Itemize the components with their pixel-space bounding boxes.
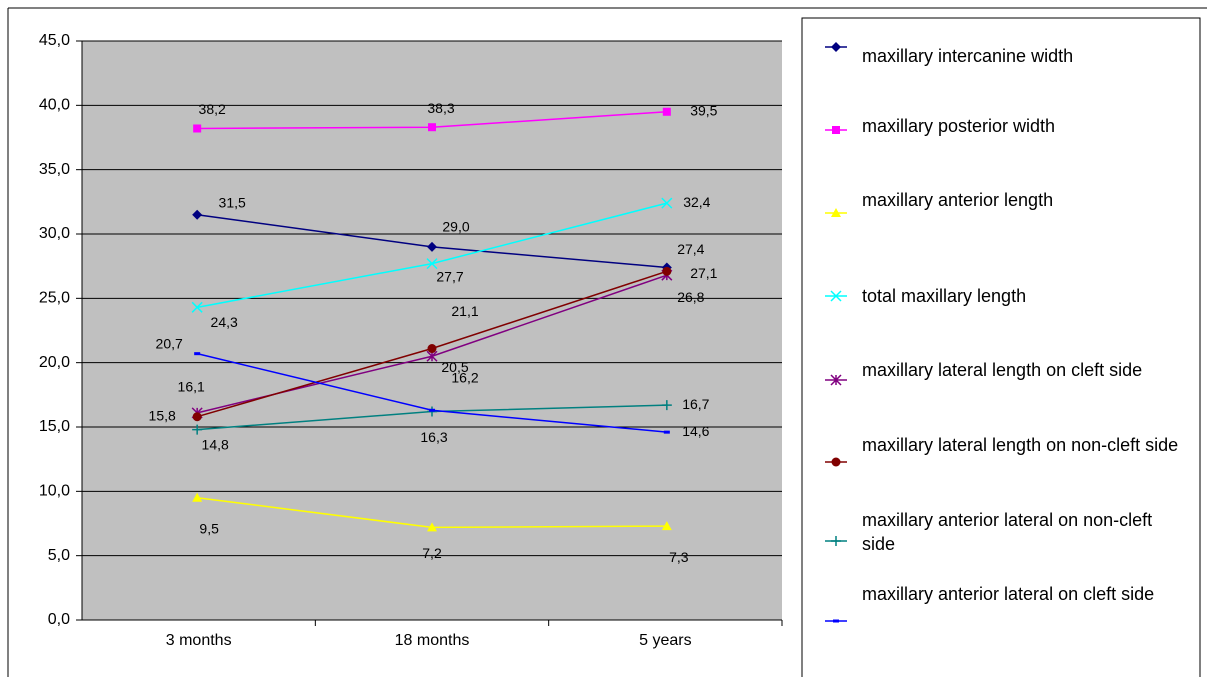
data-point [661,521,672,531]
y-tick-label: 30,0 [39,225,70,242]
data-point [426,258,438,270]
y-tick-label: 40,0 [39,97,70,114]
legend-label: maxillary anterior lateral on cleft side [862,584,1155,604]
data-label: 7,2 [422,545,442,561]
data-point [427,344,437,354]
legend-marker [831,457,841,467]
data-label: 21,1 [451,303,478,319]
data-label: 14,6 [682,423,709,439]
data-point [427,241,437,252]
legend-marker [832,126,840,134]
data-point [662,107,671,116]
legend-label: maxillary anterior length [862,190,1054,210]
legend-marker [830,374,842,386]
legend-label: maxillary anterior lateral on non-cleft … [862,510,1153,554]
data-point [191,301,203,313]
legend-marker [831,536,841,546]
y-tick-label: 35,0 [39,161,70,178]
data-label: 27,7 [436,268,463,284]
data-label: 27,4 [677,241,704,257]
data-label: 20,7 [156,335,183,351]
data-point [661,197,673,209]
data-label: 27,1 [690,265,717,281]
data-label: 16,1 [178,379,205,395]
x-tick-label: 3 months [166,632,232,649]
legend-marker [833,619,839,623]
x-tick-label: 18 months [395,632,470,649]
data-point [192,424,203,435]
data-point [192,492,203,502]
legend-box [801,17,1201,677]
y-tick-label: 25,0 [39,290,70,307]
data-label: 20,5 [441,359,468,375]
data-label: 24,3 [211,314,238,330]
data-point [193,124,202,133]
data-point [663,430,670,434]
data-label: 16,2 [451,369,478,385]
data-label: 32,4 [683,194,710,210]
legend-label: maxillary lateral length on non-cleft si… [862,435,1179,455]
data-label: 31,5 [219,194,246,210]
data-label: 15,8 [149,407,176,423]
legend-label: maxillary lateral length on cleft side [862,360,1143,380]
data-point [192,209,203,220]
data-label: 16,3 [420,429,447,445]
data-point [662,266,672,276]
data-point [661,400,672,411]
data-point [194,352,201,356]
data-label: 9,5 [199,520,219,536]
legend-marker [831,42,841,52]
legend-label: maxillary intercanine width [862,46,1074,66]
data-point [427,522,437,532]
data-label: 14,8 [202,436,229,452]
data-label: 29,0 [442,219,469,235]
y-tick-label: 15,0 [39,418,70,435]
data-label: 16,7 [682,396,709,412]
data-label: 7,3 [669,549,689,565]
legend-label: total maxillary length [862,286,1027,306]
data-label: 38,3 [427,100,454,116]
x-tick-label: 5 years [639,632,691,649]
data-label: 38,2 [199,101,226,117]
data-label: 26,8 [677,289,704,305]
y-tick-label: 20,0 [39,354,70,371]
data-point [429,408,435,412]
data-point [428,123,436,132]
y-tick-label: 5,0 [48,547,70,564]
legend-marker [831,208,841,217]
legend-marker [830,290,842,302]
legend-label: maxillary posterior width [862,116,1056,136]
data-point [192,412,202,422]
data-label: 39,5 [690,102,717,118]
y-tick-label: 10,0 [39,483,70,500]
y-tick-label: 0,0 [48,611,70,628]
y-tick-label: 45,0 [39,32,70,49]
